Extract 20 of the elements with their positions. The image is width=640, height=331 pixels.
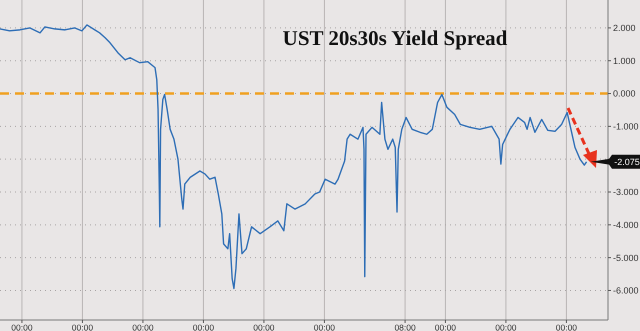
- x-tick-label: 00:00: [192, 322, 214, 331]
- y-tick-label: -5.000: [613, 252, 639, 263]
- x-tick-label: 00:00: [72, 322, 94, 331]
- x-tick-label: 00:00: [132, 322, 154, 331]
- x-tick-label: 00:00: [495, 322, 517, 331]
- x-tick-label: 00:00: [314, 322, 336, 331]
- annotation: -2.075: [614, 156, 640, 167]
- y-tick-label: 2.000: [613, 23, 636, 34]
- x-tick-label: 00:00: [253, 322, 275, 331]
- y-tick-label: 1.000: [613, 56, 636, 66]
- y-tick-label: -3.000: [613, 187, 639, 198]
- y-tick-label: -6.000: [613, 286, 639, 296]
- text: UST 20s30s Yield Spread: [282, 26, 508, 50]
- x-tick-label: 08:00: [394, 322, 416, 331]
- x-tick-label: 00:00: [556, 322, 578, 331]
- x-tick-label: 00:00: [434, 322, 456, 331]
- y-tick-label: -4.000: [613, 220, 639, 230]
- y-tick-label: 0.000: [613, 88, 636, 99]
- x-tick-label: 00:00: [11, 322, 33, 331]
- y-tick-label: -1.000: [613, 122, 639, 132]
